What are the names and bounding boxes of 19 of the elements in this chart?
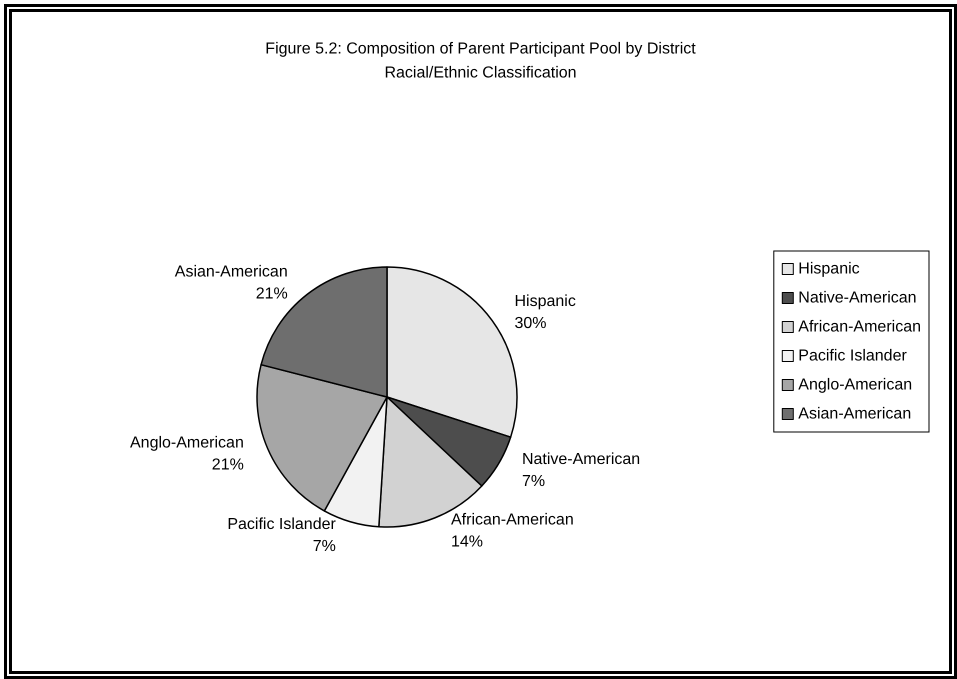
data-label: 21% — [256, 286, 288, 303]
data-label: 14% — [451, 533, 484, 550]
slice-label: Hispanic — [514, 292, 576, 310]
legend-label: Asian-American — [798, 406, 912, 422]
legend-label: Native-American — [798, 290, 917, 306]
data-label: 7% — [522, 472, 546, 490]
slice-label: Anglo-American — [130, 434, 244, 452]
legend-label: African-American — [798, 318, 921, 336]
legend-label: Hispanic — [798, 260, 860, 278]
chart-title: Figure 5.2: Composition of Parent Participant Pool by District Racial/Ethnic Classification — [265, 40, 696, 82]
data-label: 21% — [212, 456, 244, 474]
slice-label: African-American — [451, 511, 574, 528]
legend-label: Pacific Islander — [798, 348, 908, 364]
slice-label: Asian-American — [174, 264, 288, 281]
data-label: 30% — [514, 314, 547, 332]
legend-label: Anglo-American — [798, 376, 912, 394]
slice-label: Pacific Islander — [227, 516, 336, 533]
slice-label: Native-American — [522, 450, 640, 468]
data-label: 7% — [312, 538, 336, 555]
